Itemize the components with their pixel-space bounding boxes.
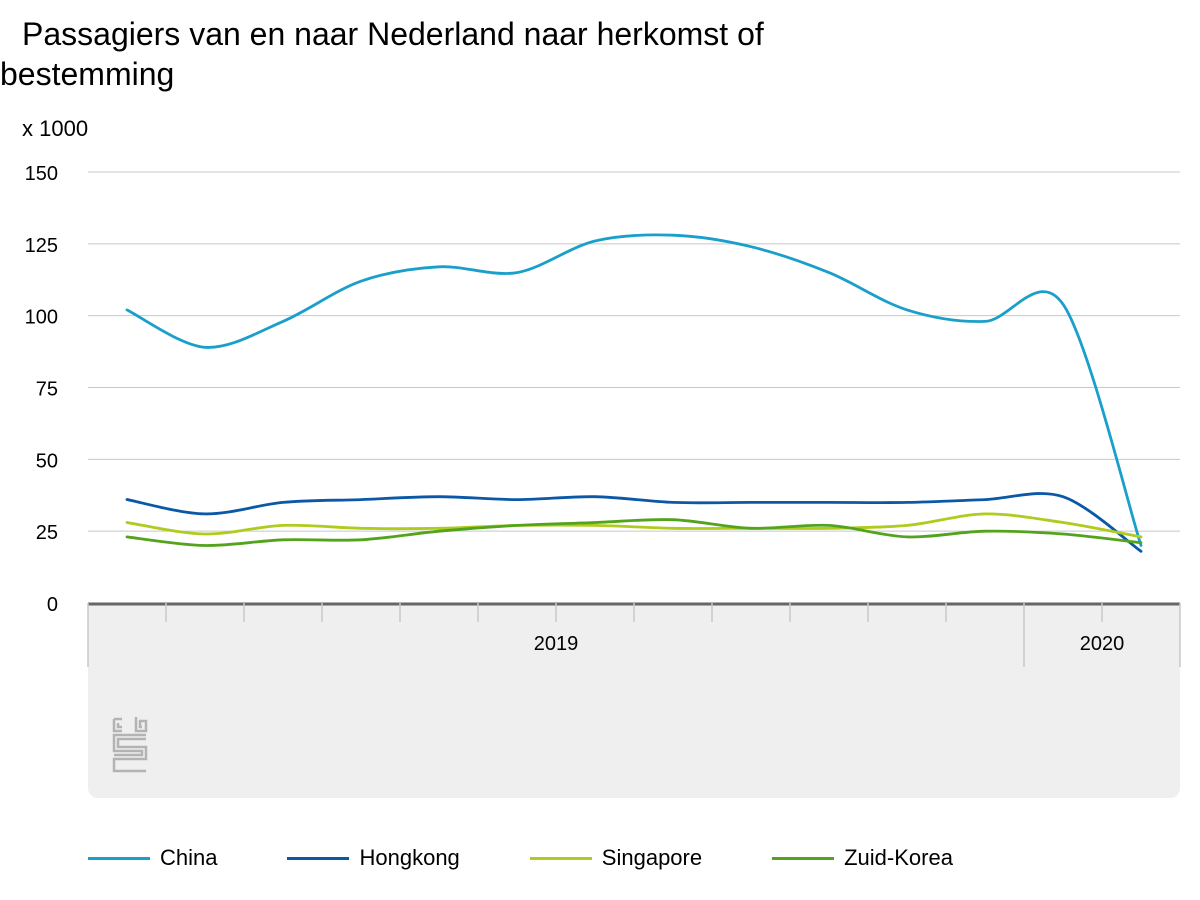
legend-swatch [287, 856, 350, 860]
y-tick-label: 150 [25, 163, 58, 185]
series-line-china [125, 233, 1143, 547]
x-year-label: 2019 [534, 633, 579, 655]
y-tick-label: 75 [36, 379, 58, 401]
y-axis-unit-label: x 1000 [22, 116, 88, 141]
y-tick-label: 25 [36, 522, 58, 544]
legend-label: Singapore [601, 845, 703, 870]
legend-swatch [772, 856, 835, 860]
series-line-hongkong [125, 492, 1143, 553]
y-tick-label: 0 [47, 594, 58, 616]
legend-item: Hongkong [287, 845, 460, 871]
x-axis: 2019 2020 [87, 602, 1181, 667]
legend-label: China [160, 845, 218, 870]
series-line-singapore [125, 512, 1143, 539]
chart-title: Passagiers van en naar Nederland naar he… [0, 16, 764, 92]
x-axis-band [88, 603, 1180, 798]
legend-swatch [529, 856, 592, 860]
legend: China Hongkong Singapore Zuid-Korea [88, 840, 1023, 876]
legend-label: Hongkong [359, 845, 460, 870]
legend-item: China [88, 845, 217, 871]
grid-lines [88, 171, 1180, 532]
cbs-logo [112, 717, 148, 773]
legend-label: Zuid-Korea [844, 845, 953, 870]
series-line-zuid-korea [125, 518, 1143, 547]
y-tick-label: 100 [25, 307, 58, 329]
y-tick-labels: 0 25 50 75 100 125 150 [25, 163, 58, 616]
x-year-label: 2020 [1080, 633, 1125, 655]
series-lines [125, 233, 1143, 553]
y-tick-label: 50 [36, 450, 58, 472]
legend-item: Zuid-Korea [772, 845, 953, 871]
legend-swatch [88, 856, 150, 860]
legend-item: Singapore [529, 845, 703, 871]
y-tick-label: 125 [25, 235, 58, 257]
